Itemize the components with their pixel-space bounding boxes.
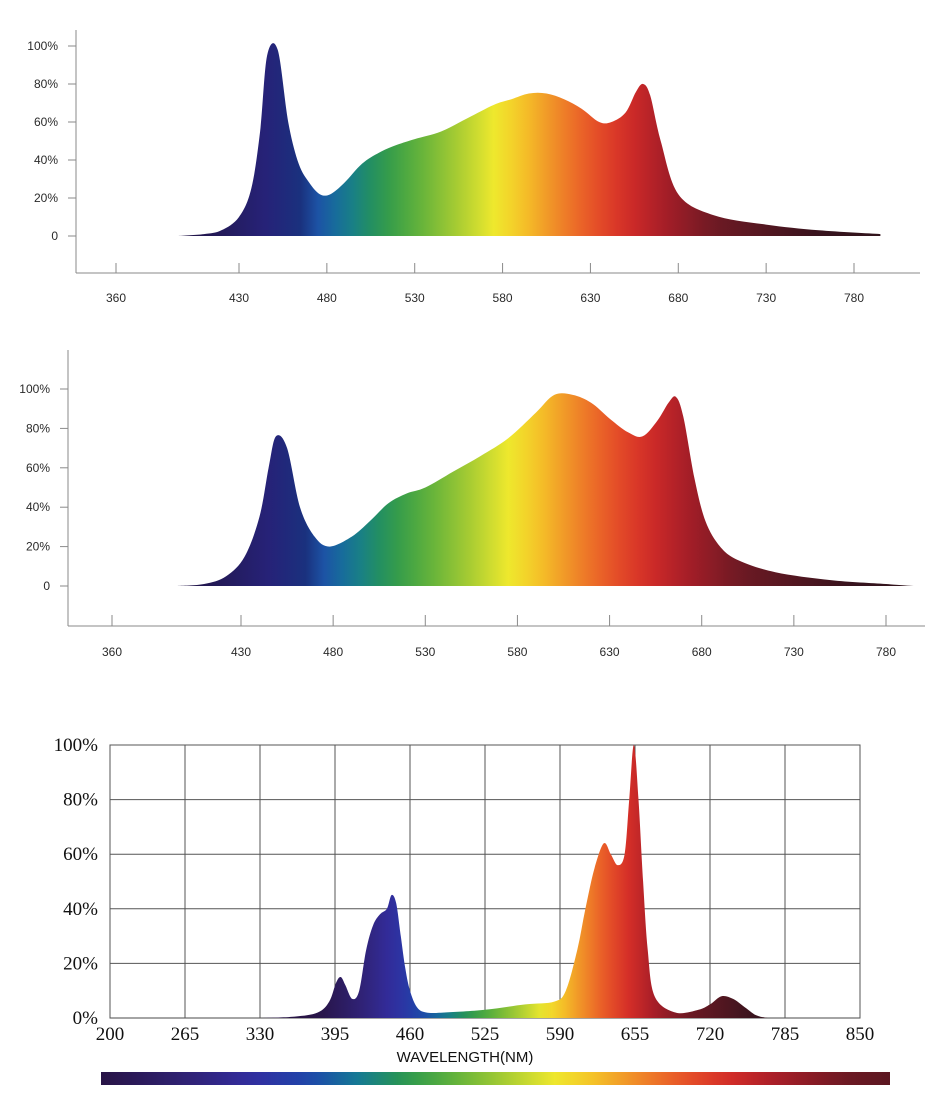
x-tick-label: 530 <box>405 291 425 305</box>
x-tick-label: 780 <box>844 291 864 305</box>
x-axis-title: WAVELENGTH(NM) <box>397 1049 534 1066</box>
y-tick-label: 80% <box>34 77 58 91</box>
spectrum-color-bar <box>101 1072 890 1085</box>
x-tick-label: 580 <box>493 291 513 305</box>
spectrum-area <box>260 745 768 1018</box>
spectrum-area <box>176 393 914 586</box>
y-tick-label: 0% <box>73 1008 99 1029</box>
x-tick-label: 530 <box>415 645 435 659</box>
x-tick-label: 720 <box>696 1024 725 1045</box>
x-tick-label: 680 <box>692 645 712 659</box>
x-tick-label: 730 <box>784 645 804 659</box>
y-tick-label: 60% <box>63 844 98 865</box>
y-tick-label: 100% <box>27 39 58 53</box>
spectrum-chart-1: 0 20% 40% 60% 80% 100% 360 430 480 530 580 630 680 73… <box>27 30 920 305</box>
y-tick-label: 20% <box>63 953 98 974</box>
x-tick-label: 630 <box>580 291 600 305</box>
y-tick-label: 80% <box>26 421 50 435</box>
y-tick-label: 40% <box>34 153 58 167</box>
y-tick-label: 60% <box>34 115 58 129</box>
x-tick-label: 785 <box>771 1024 800 1045</box>
x-tick-label: 730 <box>756 291 776 305</box>
y-tick-label: 40% <box>26 500 50 514</box>
x-tick-label: 655 <box>621 1024 650 1045</box>
x-tick-label: 360 <box>106 291 126 305</box>
x-tick-label: 525 <box>471 1024 500 1045</box>
x-tick-label: 850 <box>846 1024 875 1045</box>
y-tick-label: 20% <box>34 191 58 205</box>
spectrum-chart-3: 0% 20% 40% 60% 80% 100% 200 265 330 395 460 525 590 6… <box>54 735 890 1085</box>
x-tick-label: 330 <box>246 1024 275 1045</box>
y-tick-label: 20% <box>26 540 50 554</box>
x-tick-label: 480 <box>317 291 337 305</box>
y-tick-label: 0 <box>51 229 58 243</box>
x-tick-label: 430 <box>229 291 249 305</box>
y-tick-label: 0 <box>43 579 50 593</box>
y-tick-label: 80% <box>63 790 98 811</box>
x-tick-label: 265 <box>171 1024 200 1045</box>
x-tick-label: 395 <box>321 1024 350 1045</box>
x-tick-label: 630 <box>600 645 620 659</box>
x-tick-label: 580 <box>507 645 527 659</box>
x-tick-label: 200 <box>96 1024 125 1045</box>
y-tick-label: 60% <box>26 461 50 475</box>
x-tick-label: 480 <box>323 645 343 659</box>
x-tick-label: 590 <box>546 1024 575 1045</box>
y-tick-label: 100% <box>54 735 99 756</box>
spectrum-area <box>177 43 881 236</box>
x-tick-label: 460 <box>396 1024 425 1045</box>
x-tick-label: 680 <box>668 291 688 305</box>
y-tick-label: 100% <box>19 382 50 396</box>
x-tick-label: 780 <box>876 645 896 659</box>
spectrum-chart-2: 0 20% 40% 60% 80% 100% 360 430 480 530 580 630 680 73… <box>19 350 925 659</box>
x-tick-label: 360 <box>102 645 122 659</box>
x-tick-label: 430 <box>231 645 251 659</box>
y-tick-label: 40% <box>63 899 98 920</box>
